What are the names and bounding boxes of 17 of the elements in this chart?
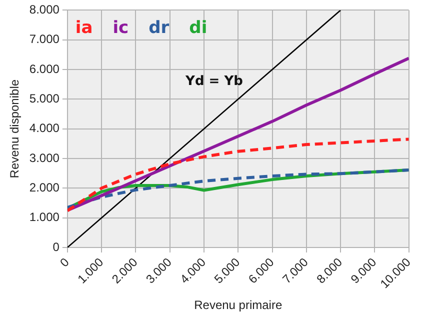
annotation: Yd = Yb xyxy=(184,74,243,89)
text: ia xyxy=(75,18,93,38)
y-tick-label: 5.000 xyxy=(29,91,60,106)
y-tick-label: 1.000 xyxy=(29,210,60,224)
x-axis-title: Revenu primaire xyxy=(194,298,282,312)
x-tick-label: 0 xyxy=(57,254,72,270)
y-tick-label: 7.000 xyxy=(29,32,60,46)
y-tick-label: 8.000 xyxy=(29,2,60,17)
text: di xyxy=(189,18,208,38)
y-tick-label: 2.000 xyxy=(29,180,60,194)
text: dr xyxy=(148,18,170,38)
text: ic xyxy=(112,18,129,38)
y-axis-title: Revenu disponible xyxy=(8,79,22,178)
y-tick-label: 3.000 xyxy=(29,150,60,165)
y-tick-label: 6.000 xyxy=(29,62,60,76)
y-tick-label: 4.000 xyxy=(29,121,60,136)
y-tick-label: 0 xyxy=(52,240,60,254)
